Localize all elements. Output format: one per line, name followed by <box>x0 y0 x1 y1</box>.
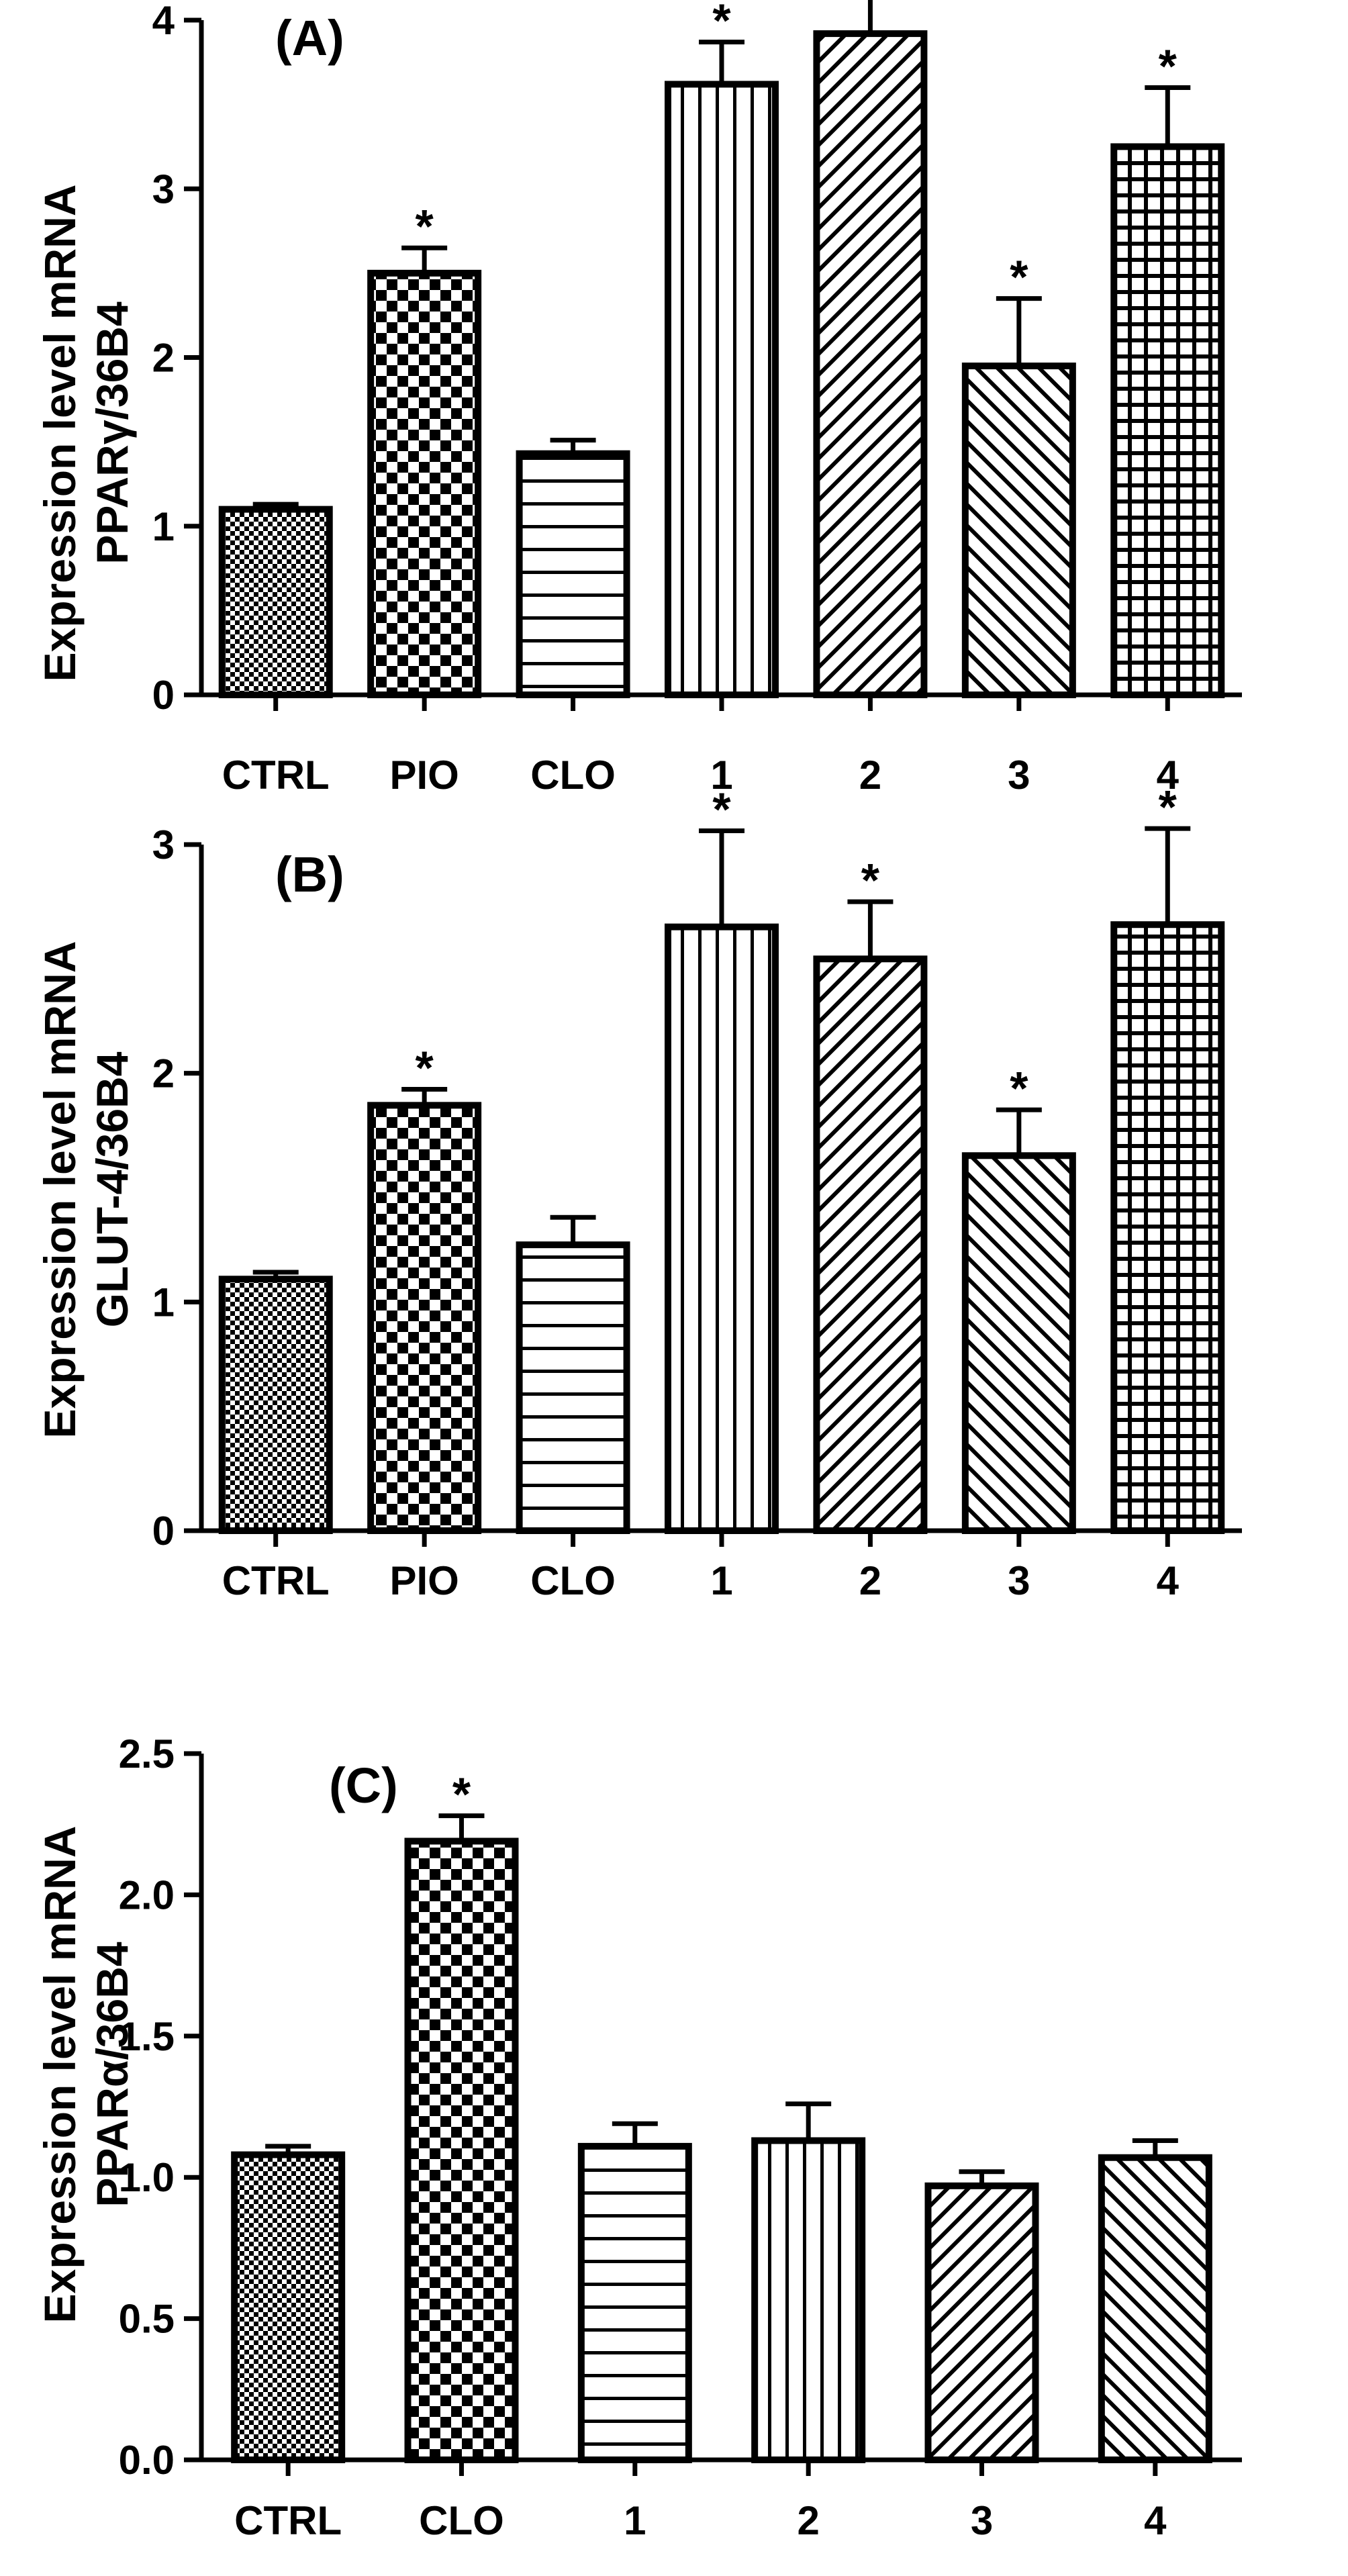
panel-b-ylabel: Expression level mRNA GLUT-4/36B4 <box>35 941 137 1439</box>
panel-b-ylabel-line2: GLUT-4/36B4 <box>87 1051 137 1327</box>
panel-a-ytick-label: 0 <box>152 673 175 718</box>
panel-a-bar <box>516 450 630 699</box>
panel-b-category-label: 3 <box>1008 1558 1030 1603</box>
panel-b-bar <box>813 955 928 1535</box>
panel-b-ytick-label: 0 <box>152 1509 175 1554</box>
panel-c-bar <box>751 2137 866 2464</box>
panel-a-tag: (A) <box>275 10 344 66</box>
panel-b-significance-star: * <box>861 854 880 906</box>
panel-c-ytick-label: 1.0 <box>119 2155 175 2200</box>
panel-c: Expression level mRNA PPARα/36B4 (C) CTR… <box>35 1731 1242 2543</box>
panel-a-category-label: CLO <box>530 753 616 798</box>
panel-b-category-label: 4 <box>1157 1558 1180 1603</box>
panel-b-tag: (B) <box>275 847 344 902</box>
panel-a-significance-star: * <box>1159 40 1177 93</box>
panel-a-ylabel-line1: Expression level mRNA <box>35 185 85 682</box>
panel-b-ytick-label: 1 <box>152 1280 175 1325</box>
panel-a-ylabel-line2: PPARγ/36B4 <box>87 301 137 565</box>
panel-a-bar <box>1110 143 1225 698</box>
panel-c-ytick-label: 2.5 <box>119 1731 175 1776</box>
panel-a-ytick-label: 1 <box>152 504 175 549</box>
panel-b-significance-star: * <box>1010 1062 1028 1114</box>
panel-c-ytick-label: 2.0 <box>119 1872 175 1917</box>
panel-a-bar <box>367 269 482 698</box>
panel-a-bar <box>665 81 779 699</box>
panel-a-category-label: PIO <box>389 753 459 798</box>
panel-c-bar <box>924 2182 1039 2463</box>
panel-c-ylabel: Expression level mRNA PPARα/36B4 <box>35 1826 137 2324</box>
panel-c-ylabel-line2: PPARα/36B4 <box>87 1942 137 2207</box>
panel-c-category-label: CTRL <box>234 2498 342 2543</box>
panel-a-category-label: 2 <box>859 753 881 798</box>
panel-a-bar <box>218 506 333 698</box>
panel-b-category-label: CLO <box>530 1558 616 1603</box>
panel-c-category-label: 4 <box>1144 2498 1167 2543</box>
panel-a-ytick-label: 4 <box>152 0 175 43</box>
panel-a-category-label: 3 <box>1008 753 1030 798</box>
panel-c-category-label: 2 <box>797 2498 819 2543</box>
panel-b-bar <box>1110 921 1225 1534</box>
panel-b-ytick-label: 2 <box>152 1051 175 1096</box>
panel-a-significance-star: * <box>712 0 731 47</box>
panel-a-bar <box>961 363 1076 698</box>
panel-b-category-label: CTRL <box>222 1558 330 1603</box>
panel-b-category-label: 1 <box>710 1558 732 1603</box>
panel-b-bar <box>367 1102 482 1534</box>
panel-b-category-label: PIO <box>389 1558 459 1603</box>
panel-b-significance-star: * <box>416 1042 434 1094</box>
panel-c-bar <box>577 2142 692 2464</box>
panel-c-tag: (C) <box>329 1758 398 1813</box>
panel-b-bar <box>961 1152 1076 1534</box>
panel-a-significance-star: * <box>1010 251 1028 303</box>
panel-b-ytick-label: 3 <box>152 822 175 867</box>
panel-b-ylabel-line1: Expression level mRNA <box>35 941 85 1439</box>
panel-c-category-label: 1 <box>624 2498 646 2543</box>
panel-a: Expression level mRNA PPARγ/36B4 (A) CTR… <box>35 0 1242 798</box>
panel-c-bar <box>1098 2154 1212 2463</box>
panel-c-bar <box>404 1838 519 2463</box>
panel-b-bar <box>665 923 779 1534</box>
panel-c-category-label: CLO <box>419 2498 504 2543</box>
panel-b-significance-star: * <box>712 783 731 836</box>
panel-a-bar <box>813 30 928 699</box>
panel-a-ytick-label: 2 <box>152 336 175 381</box>
panel-c-ylabel-line1: Expression level mRNA <box>35 1826 85 2324</box>
panel-a-ylabel: Expression level mRNA PPARγ/36B4 <box>35 185 137 682</box>
panel-c-significance-star: * <box>452 1768 471 1821</box>
panel-c-ytick-label: 0.5 <box>119 2297 175 2342</box>
panel-a-category-label: CTRL <box>222 753 330 798</box>
panel-c-bar <box>231 2151 346 2463</box>
panel-c-ytick-label: 1.5 <box>119 2014 175 2059</box>
panel-b-category-label: 2 <box>859 1558 881 1603</box>
panel-b-significance-star: * <box>1159 781 1177 833</box>
panel-c-category-label: 3 <box>971 2498 993 2543</box>
panel-a-category-label: 1 <box>710 753 732 798</box>
panel-a-category-label: 4 <box>1157 753 1180 798</box>
panel-a-significance-star: * <box>416 200 434 252</box>
panel-a-ytick-label: 3 <box>152 166 175 211</box>
panel-b-bar <box>516 1241 630 1534</box>
panel-c-ytick-label: 0.0 <box>119 2438 175 2483</box>
panel-b: Expression level mRNA GLUT-4/36B4 (B) CT… <box>35 781 1242 1603</box>
panel-b-bar <box>218 1276 333 1535</box>
